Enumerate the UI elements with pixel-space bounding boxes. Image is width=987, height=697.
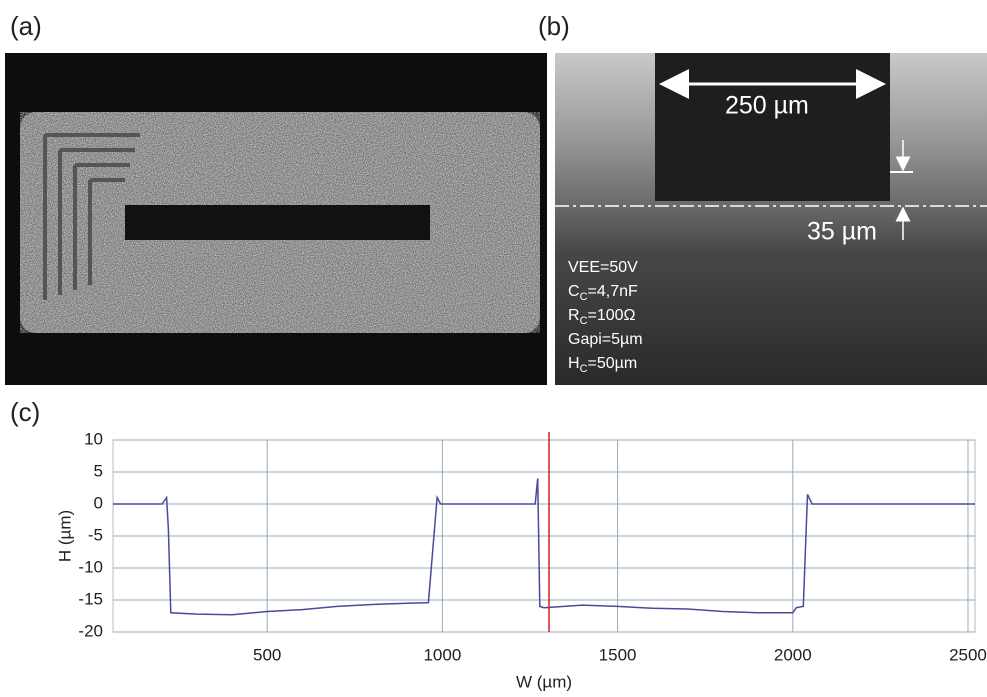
chart: 10 5 0 -5 -10 -15 -20 500 1000 1500 2000 2500 [78, 429, 986, 664]
y-tick-label: -15 [78, 589, 103, 608]
panel-label: (b) [538, 11, 570, 41]
parameter-symbol: C [568, 283, 580, 300]
parameter: Gapi=5µm [568, 331, 643, 348]
y-tick-label: 0 [94, 493, 103, 512]
panel-label: (a) [10, 11, 42, 41]
x-tick-label: 1000 [423, 645, 461, 664]
parameter-subscript: C [580, 291, 588, 303]
parameter-value: =100Ω [588, 307, 636, 324]
dimension-label: 35 µm [807, 218, 877, 246]
parameter: VEE=50V [568, 259, 638, 276]
parameter: CC=4,7nF [568, 283, 638, 303]
profile-line [113, 478, 975, 616]
x-tick-label: 2500 [949, 645, 987, 664]
parameter-subscript: C [580, 315, 588, 327]
parameter-value: =5µm [602, 331, 643, 348]
micrograph-b [555, 53, 987, 385]
parameter-subscript: C [580, 363, 588, 375]
parameter-value: =50µm [588, 355, 638, 372]
x-tick-label: 1500 [599, 645, 637, 664]
parameter-symbol: H [568, 355, 580, 372]
parameter-value: =50V [600, 259, 638, 276]
parameter-symbol: Gapi [568, 331, 602, 348]
x-tick-label: 2000 [774, 645, 812, 664]
micrograph-a [5, 53, 547, 385]
x-axis-title: W (µm) [516, 672, 572, 691]
parameter-value: =4,7nF [588, 283, 638, 300]
dimension-label: 250 µm [725, 92, 809, 120]
parameter: RC=100Ω [568, 307, 636, 327]
y-tick-label: -5 [88, 525, 103, 544]
parameter-symbol: R [568, 307, 580, 324]
y-tick-label: -20 [78, 621, 103, 640]
y-axis-title: H (µm) [55, 510, 74, 562]
panel-label: (c) [10, 397, 40, 427]
parameter-symbol: VEE [568, 259, 600, 276]
y-tick-label: -10 [78, 557, 103, 576]
x-tick-label: 500 [253, 645, 281, 664]
parameter: HC=50µm [568, 355, 637, 375]
y-tick-label: 10 [84, 429, 103, 448]
y-tick-label: 5 [94, 461, 103, 480]
